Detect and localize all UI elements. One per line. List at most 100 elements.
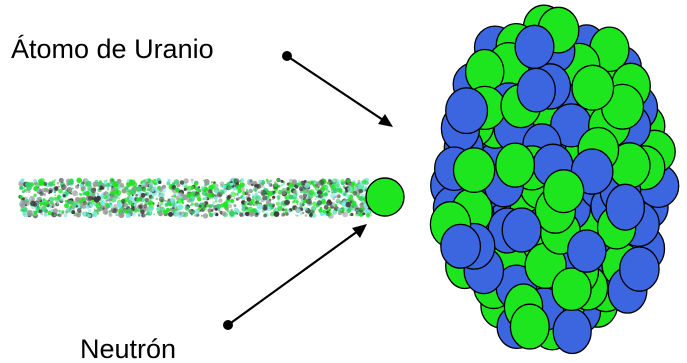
trail-speck xyxy=(230,208,233,211)
trail-speck xyxy=(71,210,76,215)
trail-speck xyxy=(176,183,181,188)
trail-speck xyxy=(302,191,305,194)
trail-speck xyxy=(302,193,308,198)
trail-speck xyxy=(220,203,225,208)
trail-speck xyxy=(128,196,134,202)
trail-speck xyxy=(138,210,140,212)
neutron-ball xyxy=(509,303,550,350)
trail-speck xyxy=(312,201,317,206)
trail-speck xyxy=(33,186,38,192)
trail-speck xyxy=(332,197,335,201)
trail-speck xyxy=(53,214,56,217)
trail-speck xyxy=(20,201,23,204)
trail-speck xyxy=(216,203,222,209)
trail-speck xyxy=(285,194,288,197)
trail-speck xyxy=(116,178,122,184)
trail-speck xyxy=(171,189,174,192)
trail-speck xyxy=(139,205,142,209)
trail-speck xyxy=(141,182,146,186)
trail-speck xyxy=(110,187,115,192)
trail-speck xyxy=(245,201,249,205)
trail-speck xyxy=(25,204,27,207)
trail-speck xyxy=(210,181,214,184)
trail-speck xyxy=(81,185,86,190)
trail-speck xyxy=(219,181,225,187)
trail-speck xyxy=(190,185,195,189)
trail-speck xyxy=(53,196,57,201)
trail-speck xyxy=(116,188,118,191)
trail-speck xyxy=(354,187,358,191)
trail-speck xyxy=(164,199,167,202)
trail-speck xyxy=(100,182,103,184)
trail-speck xyxy=(108,194,110,197)
trail-speck xyxy=(214,196,218,200)
trail-speck xyxy=(334,203,338,207)
trail-speck xyxy=(237,196,241,200)
trail-speck xyxy=(233,197,236,200)
trail-speck xyxy=(230,198,235,203)
trail-speck xyxy=(190,193,193,196)
trail-speck xyxy=(358,193,361,195)
trail-speck xyxy=(364,189,367,192)
trail-speck xyxy=(210,214,213,217)
trail-speck xyxy=(169,197,175,203)
trail-speck xyxy=(95,195,101,201)
trail-speck xyxy=(58,185,60,188)
trail-speck xyxy=(267,182,271,186)
trail-speck xyxy=(217,208,221,212)
trail-speck xyxy=(153,213,155,216)
trail-speck xyxy=(140,209,145,215)
trail-speck xyxy=(110,195,113,198)
trail-speck xyxy=(246,189,248,191)
trail-speck xyxy=(214,207,218,211)
trail-speck xyxy=(20,178,25,183)
trail-speck xyxy=(257,184,260,187)
trail-speck xyxy=(335,194,340,199)
trail-speck xyxy=(269,198,272,201)
trail-speck xyxy=(359,202,364,208)
trail-speck xyxy=(189,197,195,203)
trail-speck xyxy=(105,179,108,182)
trail-speck xyxy=(136,197,141,202)
trail-speck xyxy=(236,184,242,190)
trail-speck xyxy=(260,189,267,196)
trail-speck xyxy=(140,192,146,198)
trail-speck xyxy=(332,204,335,207)
trail-speck xyxy=(33,193,37,197)
proton-ball xyxy=(440,223,482,269)
trail-speck xyxy=(28,197,32,201)
trail-speck xyxy=(131,194,134,197)
trail-speck xyxy=(250,190,253,193)
trail-speck xyxy=(104,202,109,207)
trail-speck xyxy=(336,201,339,204)
trail-speck xyxy=(102,207,105,210)
trail-speck xyxy=(48,196,54,203)
trail-speck xyxy=(116,208,121,213)
trail-speck xyxy=(243,206,249,212)
trail-speck xyxy=(314,198,317,200)
trail-speck xyxy=(214,189,219,194)
trail-speck xyxy=(145,193,148,196)
trail-speck xyxy=(280,184,284,187)
trail-speck xyxy=(341,208,345,212)
trail-speck xyxy=(360,206,365,211)
trail-speck xyxy=(325,185,329,189)
trail-speck xyxy=(60,184,67,191)
trail-speck xyxy=(122,185,125,188)
trail-speck xyxy=(147,187,151,192)
trail-speck xyxy=(255,187,257,190)
trail-speck xyxy=(107,184,110,187)
trail-speck xyxy=(274,191,277,194)
trail-speck xyxy=(156,186,161,190)
trail-speck xyxy=(357,179,361,183)
trail-speck xyxy=(99,200,106,206)
trail-speck xyxy=(288,182,295,189)
trail-speck xyxy=(44,188,48,193)
trail-speck xyxy=(352,199,355,202)
trail-speck xyxy=(48,189,53,194)
trail-speck xyxy=(105,211,108,215)
trail-speck xyxy=(58,177,64,183)
trail-speck xyxy=(87,195,93,201)
trail-speck xyxy=(265,178,269,182)
uranium-label-pointer xyxy=(282,51,393,127)
